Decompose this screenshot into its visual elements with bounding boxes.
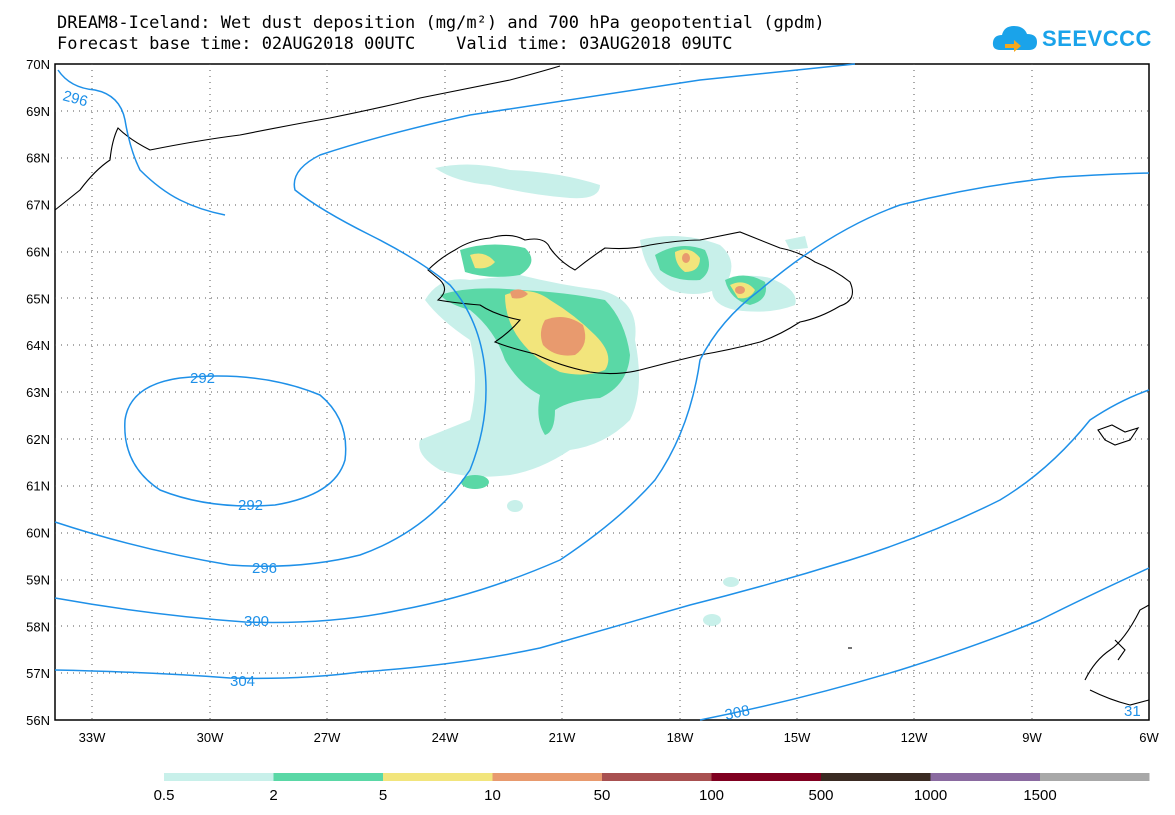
contour-label-292b: 292 [238, 497, 263, 514]
lat-label-64N: 64N [26, 338, 50, 353]
lon-label-30W: 30W [197, 730, 224, 745]
contour-label-304: 304 [230, 673, 255, 690]
contour-label-296a: 296 [61, 87, 90, 110]
contour-label-292a: 292 [190, 370, 215, 387]
contour-292 [124, 375, 347, 507]
lon-label-9W: 9W [1022, 730, 1042, 745]
lat-label-59N: 59N [26, 572, 50, 587]
lat-label-57N: 57N [26, 666, 50, 681]
contour-300 [54, 172, 1150, 624]
longitude-labels: 33W 30W 27W 24W 21W 18W 15W 12W 9W 6W [79, 730, 1160, 745]
iceland-coast [427, 231, 853, 375]
contour-label-31: 31 [1124, 703, 1141, 720]
lat-label-61N: 61N [26, 479, 50, 494]
lat-label-66N: 66N [26, 244, 50, 259]
contour-label-308: 308 [723, 702, 751, 724]
lon-label-27W: 27W [314, 730, 341, 745]
lon-label-15W: 15W [784, 730, 811, 745]
lon-label-6W: 6W [1139, 730, 1159, 745]
lon-label-12W: 12W [901, 730, 928, 745]
deposition-10 [540, 316, 586, 356]
faroe-coast [1097, 424, 1140, 446]
lon-label-24W: 24W [432, 730, 459, 745]
seevccc-logo: SEEVCCC [990, 18, 1151, 58]
lat-label-67N: 67N [26, 198, 50, 213]
contour-296-main [54, 63, 856, 567]
lat-label-68N: 68N [26, 151, 50, 166]
greenland-coast [54, 65, 561, 211]
contour-label-300: 300 [244, 613, 269, 630]
lat-label-58N: 58N [26, 619, 50, 634]
lon-label-33W: 33W [79, 730, 106, 745]
contour-304 [54, 389, 1150, 680]
lat-label-60N: 60N [26, 526, 50, 541]
lat-label-56N: 56N [26, 713, 50, 728]
scotland-coast [1084, 604, 1150, 706]
lat-label-70N: 70N [26, 57, 50, 72]
contour-296-north [57, 69, 226, 216]
cloud-icon [992, 26, 1037, 52]
lat-label-69N: 69N [26, 104, 50, 119]
chart-title: DREAM8-Iceland: Wet dust deposition (mg/… [57, 13, 825, 33]
lon-label-18W: 18W [667, 730, 694, 745]
lon-label-21W: 21W [549, 730, 576, 745]
lat-label-62N: 62N [26, 432, 50, 447]
lat-label-63N: 63N [26, 385, 50, 400]
coastlines [54, 65, 1150, 706]
contour-label-296b: 296 [252, 560, 277, 577]
contour-308 [699, 567, 1150, 721]
lat-label-65N: 65N [26, 291, 50, 306]
contour-labels: 296 292 292 296 300 304 308 31 [61, 87, 1141, 723]
latitude-labels: 70N 69N 68N 67N 66N 65N 64N 63N 62N 61N 60N 59N 58N 5… [26, 57, 50, 728]
chart-subtitle: Forecast base time: 02AUG2018 00UTC Vali… [57, 34, 733, 54]
logo-text: SEEVCCC [1042, 26, 1152, 51]
geopotential-contours [54, 63, 1150, 721]
